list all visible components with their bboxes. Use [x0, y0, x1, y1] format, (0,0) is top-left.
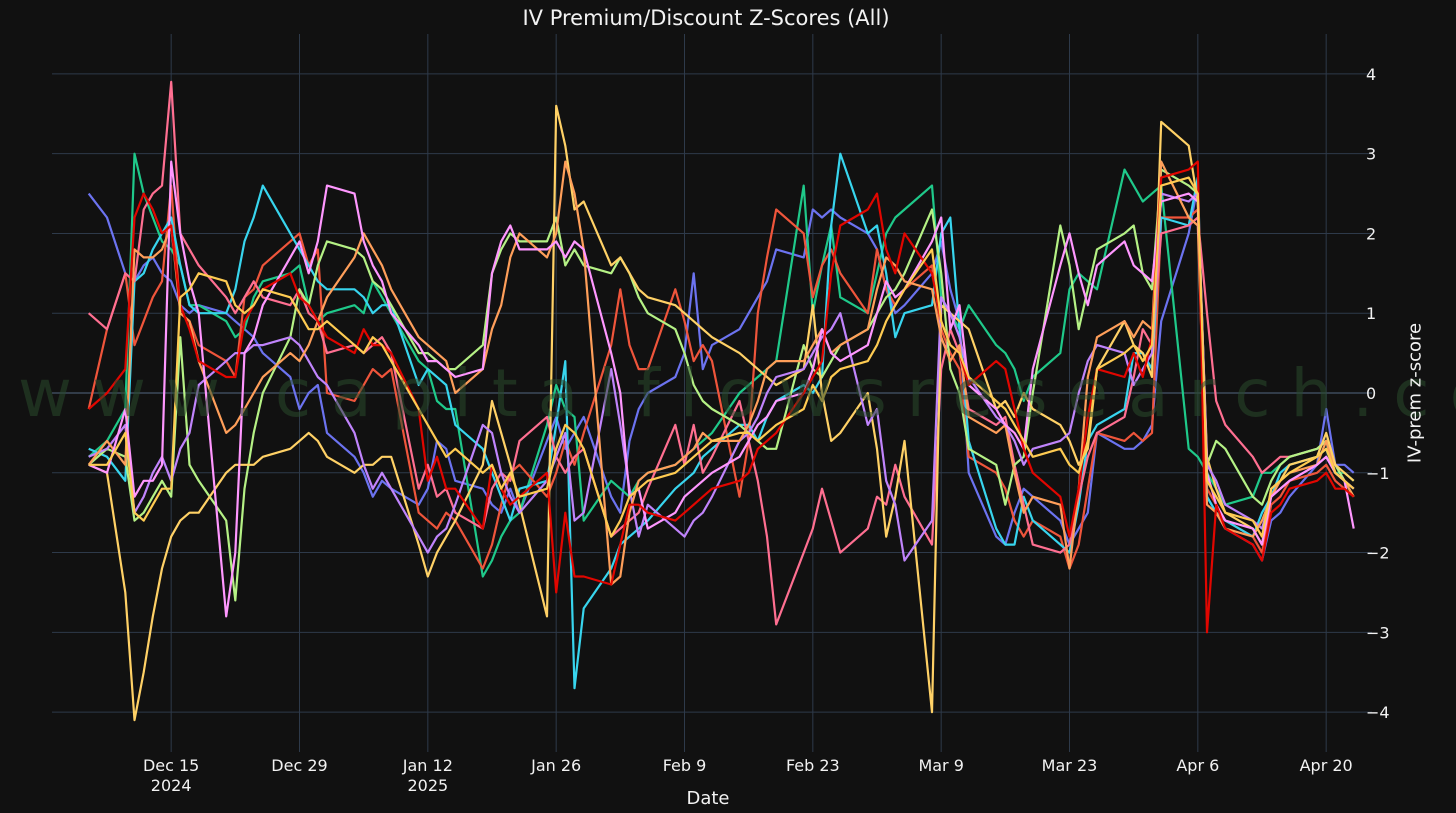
x-tick-label: Jan 12 [402, 756, 453, 775]
y-tick-label: −3 [1366, 623, 1390, 642]
x-tick-label: Apr 20 [1300, 756, 1353, 775]
y-tick-label: 4 [1366, 65, 1376, 84]
x-tick-label: Apr 6 [1176, 756, 1219, 775]
y-tick-label: −2 [1366, 544, 1390, 563]
y-axis-label: IV-prem z-score [1404, 322, 1426, 464]
series-line-6 [87, 168, 1355, 602]
y-tick-label: −4 [1366, 703, 1390, 722]
x-tick-label: Dec 15 [143, 756, 199, 775]
series-lines [87, 80, 1355, 722]
x-tick-label: Feb 23 [786, 756, 840, 775]
chart-title: IV Premium/Discount Z-Scores (All) [522, 6, 890, 30]
y-tick-label: 0 [1366, 384, 1376, 403]
x-tick-label: Mar 9 [918, 756, 963, 775]
series-line-10 [88, 160, 1355, 618]
series-line-2 [87, 152, 1355, 578]
y-tick-label: 1 [1366, 304, 1376, 323]
x-tick-label: Dec 29 [271, 756, 327, 775]
y-axis-ticks: 4 3 2 1 0 −1 −2 −3 −4 [1366, 65, 1390, 722]
x-tick-label: Feb 9 [663, 756, 707, 775]
x-tick-label: Mar 23 [1042, 756, 1098, 775]
x-tick-year: 2024 [151, 776, 192, 795]
series-line-1 [87, 184, 1355, 562]
y-tick-label: −1 [1366, 464, 1390, 483]
series-line-5 [87, 80, 1355, 626]
x-tick-label: Jan 26 [530, 756, 581, 775]
series-line-11 [87, 160, 1355, 634]
x-axis-label: Date [686, 788, 730, 809]
series-line-12 [88, 176, 1355, 538]
y-tick-label: 2 [1366, 224, 1376, 243]
series-line-3 [87, 184, 1355, 570]
x-tick-year: 2025 [407, 776, 448, 795]
watermark: www.capitalflowsresearch.com [18, 355, 1456, 432]
y-tick-label: 3 [1366, 145, 1376, 164]
